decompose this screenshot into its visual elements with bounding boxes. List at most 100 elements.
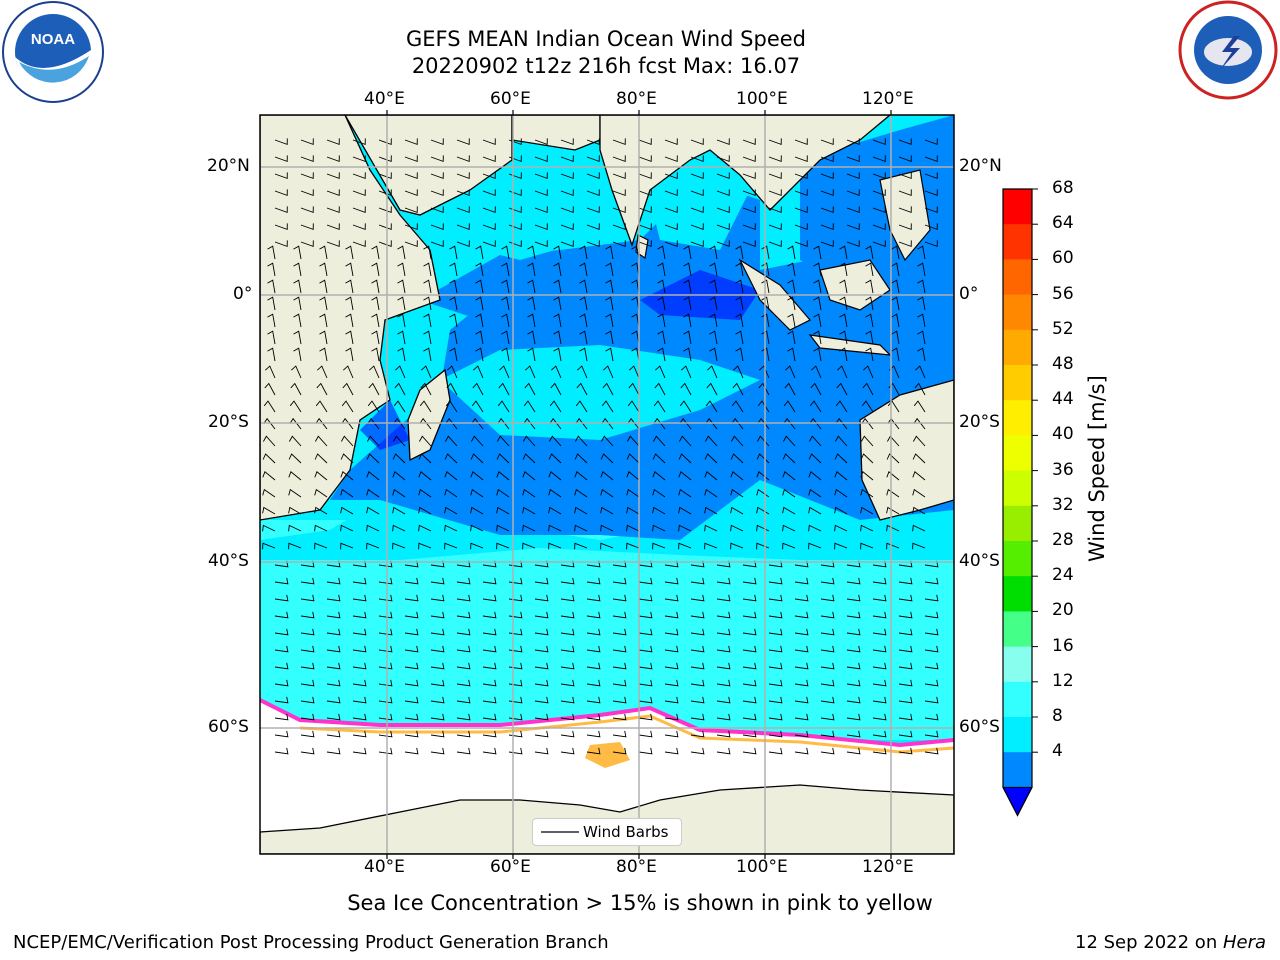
wind-barb (730, 488, 744, 498)
wind-barb (664, 206, 678, 214)
wind-barb (602, 382, 614, 396)
wind-barb (394, 382, 406, 396)
wind-barb (690, 645, 705, 653)
wind-barb (366, 542, 380, 550)
wind-barb (678, 453, 692, 464)
colorbar-tick-label: 20 (1052, 600, 1074, 621)
wind-barb (690, 611, 705, 619)
wind-barb (860, 524, 874, 532)
wind-barb (315, 435, 328, 447)
wind-barb (404, 155, 418, 163)
wind-barb (560, 138, 574, 146)
wind-barb (267, 296, 276, 311)
wind-barb (820, 155, 834, 163)
wind-barb (612, 747, 627, 755)
wind-barb (653, 417, 666, 430)
wind-barb (836, 382, 848, 396)
wind-barb (430, 155, 444, 163)
wind-barb (392, 453, 406, 464)
wind-barb (575, 417, 588, 430)
wind-barb (612, 172, 626, 180)
wind-field-bay-of-bengal (650, 170, 750, 250)
wind-barb (865, 279, 874, 294)
wind-barb (742, 747, 757, 755)
wind-barb (860, 542, 874, 550)
wind-barb (860, 471, 874, 481)
wind-barb (891, 279, 900, 294)
wind-barb (887, 400, 900, 413)
wind-barb (340, 542, 354, 550)
wind-barb (579, 279, 588, 294)
wind-barb (340, 453, 354, 464)
wind-barb (768, 679, 783, 687)
wind-barb (523, 435, 536, 447)
wind-barb (716, 730, 731, 738)
wind-barb (865, 347, 874, 362)
wind-barb (917, 347, 926, 362)
wind-barb (404, 628, 419, 636)
wind-barb (586, 189, 600, 197)
wind-barb (288, 506, 302, 515)
wind-barb (742, 713, 757, 721)
colorbar-tick-label: 44 (1052, 389, 1074, 410)
wind-barb (524, 365, 536, 379)
wind-barb (576, 382, 588, 396)
wind-barb (924, 172, 938, 180)
wind-barb (846, 662, 861, 670)
wind-barbs-legend: Wind Barbs (532, 818, 682, 846)
wind-barb (404, 138, 418, 146)
wind-barb (367, 435, 380, 447)
wind-barb (898, 560, 913, 568)
wind-barb (742, 240, 756, 248)
wind-barb (600, 453, 614, 464)
wind-barb (709, 296, 718, 311)
wind-barb (664, 730, 679, 738)
wind-barb (444, 542, 458, 550)
wind-barb (678, 471, 692, 481)
wind-barb (631, 313, 640, 328)
wind-barb (534, 206, 548, 214)
wind-barb (264, 365, 276, 379)
wind-barb (709, 245, 718, 260)
wind-barb (449, 296, 458, 311)
wind-barb (430, 223, 444, 231)
wind-barb (784, 365, 796, 379)
wind-barb (527, 279, 536, 294)
colorbar-tick-label: 24 (1052, 565, 1074, 586)
wind-barb (768, 662, 783, 670)
wind-barb (482, 155, 496, 163)
wind-barb (293, 330, 302, 345)
wind-barb (820, 577, 835, 585)
wind-barb (340, 506, 354, 515)
wind-barb (690, 662, 705, 670)
wind-barb (352, 189, 366, 197)
wind-barb (456, 747, 471, 755)
wind-barb (326, 560, 341, 568)
wind-barb (262, 524, 276, 532)
wind-barb (393, 417, 406, 430)
wind-barb (654, 382, 666, 396)
wind-barb (627, 435, 640, 447)
wind-barb (527, 245, 536, 260)
wind-barb (716, 628, 731, 636)
wind-barb (482, 679, 497, 687)
wind-barb (314, 488, 328, 498)
wind-barb (378, 138, 392, 146)
footer-date-text: 12 Sep 2022 on (1075, 932, 1223, 953)
wind-barb (742, 594, 757, 602)
wind-barb (430, 138, 444, 146)
wind-barb (758, 365, 770, 379)
wind-barb (924, 730, 939, 738)
wind-barb (782, 453, 796, 464)
wind-barb (794, 223, 808, 231)
wind-barb (820, 240, 834, 248)
wind-barb (768, 240, 782, 248)
lat-label-left-20s: 20°S (208, 412, 249, 432)
wind-barb (586, 696, 601, 704)
wind-barb (289, 435, 302, 447)
colorbar-tick-label: 48 (1052, 354, 1074, 374)
wind-barb (404, 240, 418, 248)
wind-barb (704, 542, 718, 550)
wind-barb (378, 645, 393, 653)
wind-barb (913, 435, 926, 447)
